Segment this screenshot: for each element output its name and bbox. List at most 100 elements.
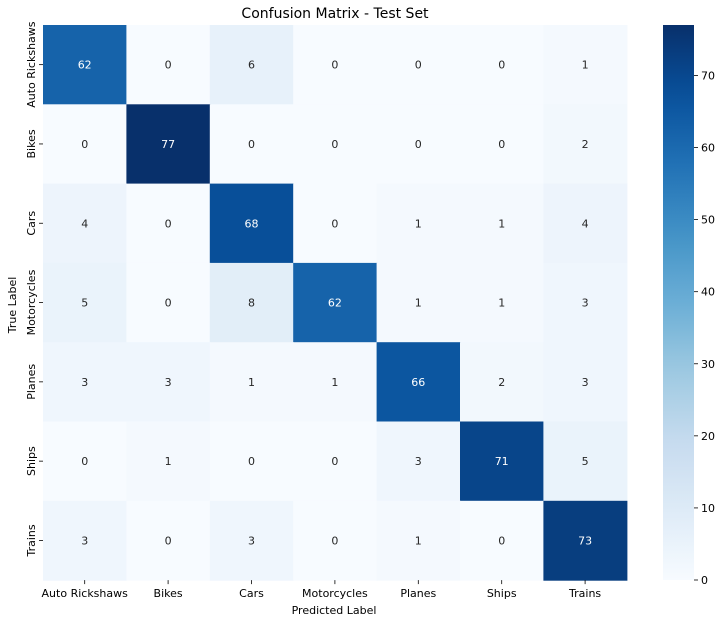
heatmap-cell: [43, 183, 127, 264]
heatmap-cell: [293, 104, 378, 185]
heatmap-cell: [293, 421, 378, 502]
y-tick-label: Auto Rickshaws: [25, 21, 38, 108]
heatmap-cell: [460, 342, 544, 423]
heatmap-cell: [43, 500, 127, 581]
heatmap-cell: [126, 421, 211, 502]
cell-value-label: 0: [165, 297, 172, 310]
cell-value-label: 62: [78, 59, 92, 72]
heatmap-cell: [293, 25, 378, 105]
cell-value-label: 0: [165, 534, 172, 547]
colorbar-tick-label: 0: [701, 574, 708, 587]
y-tick-label: Motorcycles: [25, 269, 38, 335]
heatmap-cell: [543, 421, 628, 502]
x-tick-label: Motorcycles: [302, 587, 368, 600]
y-tick-label: Trains: [25, 524, 38, 557]
cell-value-label: 1: [415, 217, 422, 230]
cell-value-label: 2: [582, 138, 589, 151]
cell-value-label: 0: [498, 59, 505, 72]
cell-value-label: 0: [331, 455, 338, 468]
heatmap-cell: [126, 183, 211, 264]
cell-value-label: 5: [81, 297, 88, 310]
heatmap-cell: [543, 183, 628, 264]
heatmap-cell: [43, 342, 127, 423]
y-axis-label: True Label: [6, 277, 19, 335]
heatmap-cell: [543, 104, 628, 185]
heatmap-cell: [376, 104, 461, 185]
chart-title: Confusion Matrix - Test Set: [241, 6, 429, 22]
colorbar-ticks: 0 10 20 30 40 50 60 70: [694, 69, 715, 587]
heatmap-cell: [543, 342, 628, 423]
heatmap-cell: [43, 104, 127, 185]
cell-value-label: 62: [328, 297, 342, 310]
heatmap-cell: [460, 183, 544, 264]
cell-value-label: 0: [248, 455, 255, 468]
cell-value-label: 0: [331, 138, 338, 151]
x-tick-label: Trains: [568, 587, 601, 600]
heatmap-cell: [460, 262, 544, 343]
cell-value-label: 0: [165, 217, 172, 230]
cell-value-label: 3: [582, 376, 589, 389]
heatmap-cell: [126, 104, 211, 185]
cell-value-label: 1: [415, 534, 422, 547]
heatmap-cell: [126, 262, 211, 343]
cell-value-label: 3: [582, 297, 589, 310]
cell-value-label: 3: [415, 455, 422, 468]
cell-value-label: 0: [248, 138, 255, 151]
colorbar: 0 10 20 30 40 50 60 70: [663, 25, 715, 587]
cell-value-label: 1: [165, 455, 172, 468]
heatmap-cell: [293, 500, 378, 581]
x-axis-ticks: Auto Rickshaws Bikes Cars Motorcycles Planes…: [42, 580, 601, 600]
heatmap-cell: [376, 25, 461, 105]
colorbar-tick-label: 70: [701, 69, 715, 82]
heatmap-cell: [43, 262, 127, 343]
cell-value-label: 4: [81, 217, 88, 230]
heatmap-cell: [460, 421, 544, 502]
heatmap-cell: [126, 342, 211, 423]
cell-value-label: 3: [165, 376, 172, 389]
cell-value-label: 3: [81, 376, 88, 389]
cell-value-label: 0: [81, 138, 88, 151]
colorbar-tick-label: 40: [701, 286, 715, 299]
cell-value-label: 0: [331, 534, 338, 547]
heatmap-cell: [293, 183, 378, 264]
y-tick-label: Cars: [25, 211, 38, 236]
heatmap-cell: [209, 104, 294, 185]
y-tick-label: Planes: [25, 364, 38, 400]
heatmap-cell: [543, 500, 628, 581]
cell-value-label: 2: [498, 376, 505, 389]
heatmap-cell: [543, 25, 628, 105]
y-tick-label: Bikes: [25, 129, 38, 158]
cell-value-label: 5: [582, 455, 589, 468]
cell-value-label: 6: [248, 59, 255, 72]
cell-value-label: 77: [161, 138, 175, 151]
heatmap-cell: [126, 500, 211, 581]
cell-value-label: 1: [248, 376, 255, 389]
cell-value-label: 0: [81, 455, 88, 468]
cell-value-label: 0: [498, 534, 505, 547]
heatmap-cell: [293, 262, 378, 343]
colorbar-tick-label: 30: [701, 358, 715, 371]
colorbar-tick-label: 50: [701, 214, 715, 227]
cell-value-label: 1: [415, 297, 422, 310]
heatmap-cell: [209, 25, 294, 105]
cell-value-label: 73: [578, 534, 592, 547]
cell-value-label: 1: [498, 217, 505, 230]
heatmap-cell: [209, 500, 294, 581]
x-axis-label: Predicted Label: [292, 604, 377, 617]
colorbar-gradient: [663, 25, 694, 580]
cell-value-label: 3: [248, 534, 255, 547]
heatmap-cell: [376, 262, 461, 343]
cell-value-label: 71: [495, 455, 509, 468]
cell-value-label: 0: [415, 138, 422, 151]
y-axis-ticks: Auto Rickshaws Bikes Cars Motorcycles Planes…: [25, 21, 43, 558]
heatmap-cell: [209, 421, 294, 502]
cell-value-label: 1: [582, 59, 589, 72]
heatmap-cell: [376, 183, 461, 264]
y-tick-label: Ships: [25, 446, 38, 476]
heatmap-cell: [460, 25, 544, 105]
heatmap-cell: [376, 421, 461, 502]
cell-value-label: 0: [331, 217, 338, 230]
heatmap-cells: 62 0 6 0 0 0 1 0 77 0 0 0 0 2 4 0 68 0 1 1 4 5 0 8 62 1 1 3 3 3 1 1 66 2 3…: [43, 25, 628, 581]
